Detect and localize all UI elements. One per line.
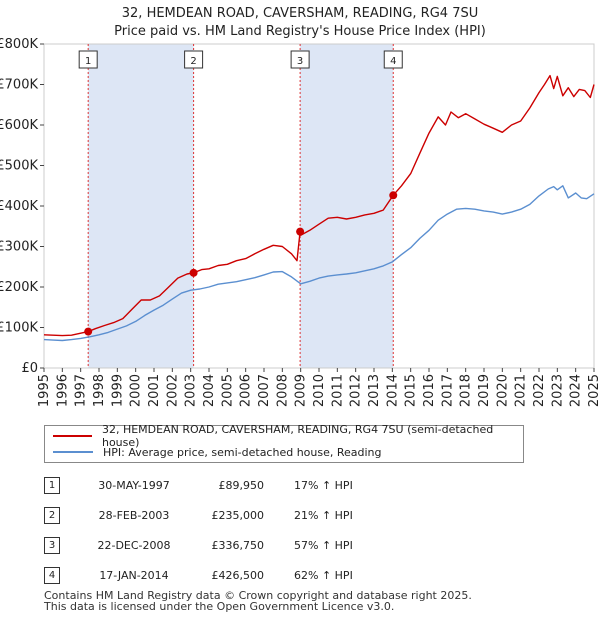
x-tick-label: 2004	[202, 374, 217, 407]
x-tick-label: 2023	[550, 374, 565, 407]
sale-point	[389, 191, 398, 200]
x-tick-label: 2010	[312, 374, 327, 407]
sale-number: 2	[44, 507, 60, 524]
x-tick-label: 2018	[459, 374, 474, 407]
table-row: 1 30-MAY-1997 £89,950 17% ↑ HPI	[44, 477, 444, 495]
sale-hpi-change: 17% ↑ HPI	[294, 479, 353, 492]
sale-point	[189, 268, 198, 277]
table-row: 4 17-JAN-2014 £426,500 62% ↑ HPI	[44, 567, 444, 585]
legend-item-property: 32, HEMDEAN ROAD, CAVERSHAM, READING, RG…	[53, 423, 523, 449]
sale-point	[296, 227, 305, 236]
sale-hpi-change: 21% ↑ HPI	[294, 509, 353, 522]
x-tick-label: 1995	[37, 374, 52, 407]
x-tick-label: 2025	[587, 374, 600, 407]
sale-marker-box	[184, 50, 204, 69]
x-tick-label: 2019	[477, 374, 492, 407]
legend-item-hpi: HPI: Average price, semi-detached house,…	[53, 444, 382, 460]
table-row: 2 28-FEB-2003 £235,000 21% ↑ HPI	[44, 507, 444, 525]
x-tick-label: 2014	[385, 374, 400, 407]
y-tick-label: £400K	[0, 199, 38, 214]
footer-licence: This data is licensed under the Open Gov…	[44, 600, 395, 613]
sale-hpi-change: 57% ↑ HPI	[294, 539, 353, 552]
y-tick-label: £600K	[0, 118, 38, 133]
y-tick-label: £500K	[0, 159, 38, 174]
x-tick-label: 2006	[239, 374, 254, 407]
shaded-period-2	[300, 44, 394, 368]
y-tick-label: £300K	[0, 240, 38, 255]
sale-date: 17-JAN-2014	[99, 569, 169, 582]
x-tick-label: 2000	[129, 374, 144, 407]
sale-date: 22-DEC-2008	[97, 539, 171, 552]
x-tick-label: 2013	[367, 374, 382, 407]
sale-price: £235,000	[211, 509, 265, 522]
sale-price: £426,500	[211, 569, 265, 582]
x-tick-label: 2017	[440, 374, 455, 407]
shaded-period-1	[88, 44, 194, 368]
legend-swatch-property	[53, 435, 92, 437]
y-tick-label: £100K	[0, 321, 38, 336]
legend-label-hpi: HPI: Average price, semi-detached house,…	[103, 445, 382, 459]
x-tick-label: 2015	[404, 374, 419, 407]
sale-number: 1	[44, 477, 60, 494]
x-tick-label: 2008	[275, 374, 290, 407]
y-tick-label: £0	[21, 361, 38, 376]
footer: Contains HM Land Registry data © Crown c…	[44, 590, 472, 612]
x-tick-label: 2009	[294, 374, 309, 407]
sale-marker-box	[383, 50, 403, 69]
legend: 32, HEMDEAN ROAD, CAVERSHAM, READING, RG…	[44, 423, 524, 463]
x-tick-label: 2020	[495, 374, 510, 407]
sale-date: 28-FEB-2003	[98, 509, 170, 522]
x-tick-label: 2005	[220, 374, 235, 407]
sale-marker-box	[290, 50, 310, 69]
x-tick-label: 2021	[514, 374, 529, 407]
sale-price: £336,750	[211, 539, 265, 552]
x-tick-label: 1997	[74, 374, 89, 407]
x-tick-label: 2002	[165, 374, 180, 407]
y-tick-label: £200K	[0, 280, 38, 295]
sale-marker-box	[78, 50, 98, 69]
property-price-line	[43, 74, 595, 337]
sale-marker-label: 3	[297, 56, 303, 67]
x-tick-label: 1996	[55, 374, 70, 407]
sale-marker-label: 1	[85, 56, 91, 67]
legend-swatch-hpi	[53, 451, 93, 453]
hpi-line	[43, 185, 595, 342]
x-tick-label: 2012	[349, 374, 364, 407]
table-row: 3 22-DEC-2008 £336,750 57% ↑ HPI	[44, 537, 444, 555]
x-tick-label: 2024	[569, 374, 584, 407]
legend-label-property: 32, HEMDEAN ROAD, CAVERSHAM, READING, RG…	[101, 423, 494, 449]
sale-date: 30-MAY-1997	[98, 479, 170, 492]
sale-hpi-change: 62% ↑ HPI	[294, 569, 353, 582]
x-tick-label: 2011	[330, 374, 345, 407]
x-tick-label: 2003	[184, 374, 199, 407]
footer-copyright: Contains HM Land Registry data © Crown c…	[44, 589, 472, 602]
chart-title: 32, HEMDEAN ROAD, CAVERSHAM, READING, RG…	[121, 6, 479, 21]
x-tick-label: 2007	[257, 374, 272, 407]
sale-price: £89,950	[218, 479, 265, 492]
sale-marker-label: 4	[390, 56, 396, 67]
x-tick-label: 2016	[422, 374, 437, 407]
x-tick-label: 1999	[110, 374, 125, 407]
y-tick-label: £700K	[0, 78, 38, 93]
price-chart: £0 £100K £200K £300K £400K £500K £600K £700K £80…	[0, 37, 600, 407]
chart-subtitle: Price paid vs. HM Land Registry's House …	[114, 24, 486, 39]
x-tick-label: 1998	[92, 374, 107, 407]
sale-number: 3	[44, 537, 60, 554]
x-tick-label: 2022	[532, 374, 547, 407]
sale-number: 4	[44, 567, 60, 584]
x-tick-label: 2001	[147, 374, 162, 407]
y-tick-label: £800K	[0, 37, 38, 52]
sale-point	[84, 327, 93, 336]
sale-marker-label: 2	[190, 56, 196, 67]
